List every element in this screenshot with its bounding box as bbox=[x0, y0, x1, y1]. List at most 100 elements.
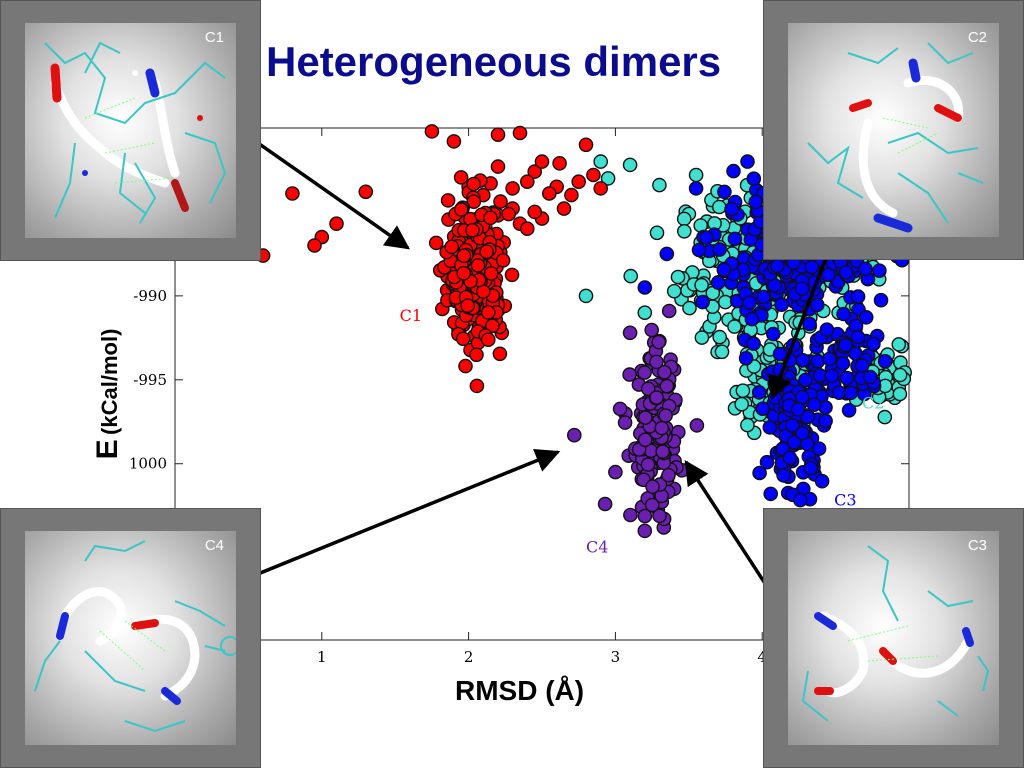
point-c3 bbox=[746, 336, 761, 351]
point-c2 bbox=[891, 337, 907, 352]
structure-panel-c1: C1 bbox=[0, 0, 261, 261]
point-c2 bbox=[877, 409, 893, 425]
point-c4 bbox=[689, 418, 705, 433]
point-c4 bbox=[651, 334, 667, 350]
point-c3 bbox=[839, 370, 855, 386]
point-c3 bbox=[782, 450, 798, 466]
point-c3 bbox=[858, 309, 874, 325]
point-c3 bbox=[838, 337, 853, 353]
point-c4 bbox=[622, 367, 637, 382]
structure-panel-c3: C3 bbox=[763, 508, 1024, 768]
point-c3 bbox=[838, 264, 854, 280]
point-c3 bbox=[835, 356, 851, 371]
arrow-c1 bbox=[246, 134, 411, 250]
point-c3 bbox=[740, 154, 755, 169]
point-c1 bbox=[456, 265, 472, 281]
point-c1 bbox=[527, 164, 543, 179]
molecule-render-c4 bbox=[34, 540, 236, 733]
point-c2 bbox=[600, 171, 616, 186]
point-c3 bbox=[804, 259, 820, 275]
panel-label-c3: C3 bbox=[967, 537, 987, 554]
point-c3 bbox=[695, 294, 710, 310]
point-c4 bbox=[652, 508, 667, 524]
molecule-render-c1 bbox=[44, 41, 227, 224]
arrow-c4 bbox=[247, 448, 561, 580]
x-tick-label: 4 bbox=[757, 648, 767, 666]
point-c4 bbox=[661, 303, 677, 319]
point-c1 bbox=[470, 258, 486, 273]
point-c3 bbox=[716, 262, 732, 278]
point-c1 bbox=[465, 222, 480, 238]
point-c2 bbox=[676, 211, 692, 227]
point-c2 bbox=[666, 283, 682, 299]
point-c3 bbox=[794, 425, 810, 441]
point-c3 bbox=[822, 351, 837, 367]
point-c3 bbox=[836, 306, 851, 322]
point-c4 bbox=[661, 467, 676, 483]
point-c2 bbox=[670, 269, 686, 285]
point-c2 bbox=[682, 300, 697, 316]
panel-label-c2: C2 bbox=[967, 29, 987, 46]
point-c3 bbox=[784, 417, 800, 433]
point-c3 bbox=[759, 454, 775, 470]
point-c3 bbox=[793, 492, 808, 508]
point-c1 bbox=[495, 253, 511, 268]
point-c1 bbox=[564, 187, 579, 203]
point-c1 bbox=[469, 378, 485, 394]
point-c3 bbox=[717, 184, 732, 200]
point-c3 bbox=[659, 246, 675, 262]
structure-panel-c2: C2 bbox=[763, 0, 1024, 260]
point-c2 bbox=[688, 167, 704, 183]
point-c3 bbox=[858, 261, 873, 277]
point-c2 bbox=[735, 383, 751, 399]
series-label-c2: C2 bbox=[862, 393, 884, 412]
series-labels: C2 C3 C1 C4 bbox=[400, 306, 885, 557]
x-tick-label: 3 bbox=[611, 648, 621, 666]
point-c3 bbox=[806, 397, 822, 413]
point-c3 bbox=[824, 368, 840, 384]
point-c3 bbox=[810, 297, 825, 313]
point-c3 bbox=[821, 267, 836, 283]
point-c1 bbox=[307, 238, 322, 253]
point-c3 bbox=[744, 311, 760, 327]
point-c4 bbox=[644, 497, 660, 513]
point-c1 bbox=[440, 193, 456, 208]
point-c3 bbox=[814, 473, 830, 489]
point-c3 bbox=[850, 289, 866, 304]
point-c3 bbox=[877, 353, 893, 369]
y-axis-label-unit: (kCal/mol) bbox=[97, 328, 122, 435]
tick-labels: 1 2 3 4 -990 -995 1000 bbox=[129, 287, 767, 666]
point-c3 bbox=[776, 468, 791, 483]
point-c1 bbox=[490, 159, 506, 174]
point-c2 bbox=[694, 277, 709, 293]
point-c3 bbox=[818, 413, 833, 429]
point-c4 bbox=[657, 364, 672, 380]
point-c1 bbox=[483, 266, 499, 281]
point-c1 bbox=[542, 186, 557, 201]
x-axis-label: RMSD (Å) bbox=[455, 675, 585, 706]
point-c1 bbox=[501, 206, 517, 222]
point-c4 bbox=[654, 420, 670, 436]
point-c1 bbox=[453, 202, 469, 217]
x-tick-label: 2 bbox=[464, 648, 474, 666]
point-c4 bbox=[622, 325, 638, 341]
point-c3 bbox=[738, 350, 754, 366]
point-c3 bbox=[866, 336, 881, 352]
point-c1 bbox=[428, 235, 444, 251]
point-c4 bbox=[645, 479, 660, 495]
point-c3 bbox=[873, 292, 889, 308]
point-c4 bbox=[658, 408, 673, 423]
point-c1 bbox=[493, 194, 508, 209]
point-c4 bbox=[637, 365, 652, 380]
point-c1 bbox=[586, 167, 601, 183]
point-c1 bbox=[285, 186, 300, 201]
point-c2 bbox=[714, 344, 730, 360]
point-c3 bbox=[790, 402, 806, 417]
point-c1 bbox=[329, 216, 344, 231]
point-c4 bbox=[649, 390, 664, 405]
point-c1 bbox=[552, 155, 567, 171]
point-c3 bbox=[710, 275, 726, 290]
structure-image-c3: C3 bbox=[788, 531, 999, 745]
point-c4 bbox=[608, 464, 623, 480]
point-c1 bbox=[466, 176, 481, 192]
